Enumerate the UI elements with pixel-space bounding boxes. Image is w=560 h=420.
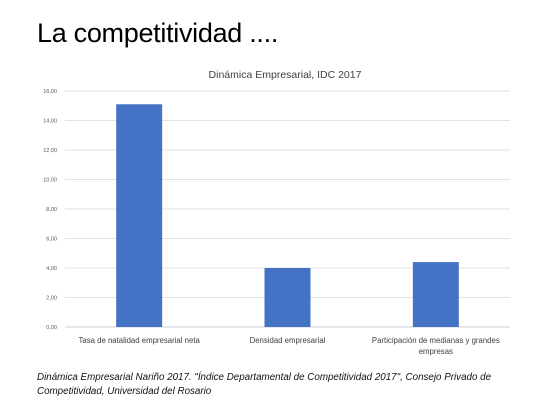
x-category-label: Participación de medianas y grandes	[372, 336, 500, 345]
y-tick-label: 4,00	[46, 266, 57, 272]
y-tick-label: 12,00	[43, 148, 57, 154]
x-category-label: Tasa de natalidad empresarial neta	[78, 336, 200, 345]
bars	[116, 104, 459, 328]
source-caption: Dinámica Empresarial Nariño 2017. "Índic…	[37, 372, 492, 397]
bar	[264, 268, 311, 327]
slide-title: La competitividad ....	[37, 18, 279, 48]
bar-chart: Dinámica Empresarial, IDC 2017 0,00 2,00 4…	[43, 69, 510, 356]
bar	[116, 104, 163, 328]
y-tick-label: 16,00	[43, 89, 57, 95]
x-axis-labels: Tasa de natalidad empresarial neta Densid…	[78, 336, 499, 356]
y-tick-label: 14,00	[43, 119, 57, 125]
x-category-label: empresas	[419, 347, 453, 356]
y-tick-label: 6,00	[46, 237, 57, 243]
y-tick-label: 2,00	[46, 296, 57, 302]
y-axis-ticks: 0,00 2,00 4,00 6,00 8,00 10,00 12,00 14,00 16,00	[43, 89, 57, 331]
y-tick-label: 0,00	[46, 325, 57, 331]
bar	[412, 262, 459, 327]
x-category-label: Densidad empresarial	[250, 336, 326, 345]
y-tick-label: 8,00	[46, 207, 57, 213]
y-tick-label: 10,00	[43, 178, 57, 184]
chart-title: Dinámica Empresarial, IDC 2017	[209, 69, 362, 81]
